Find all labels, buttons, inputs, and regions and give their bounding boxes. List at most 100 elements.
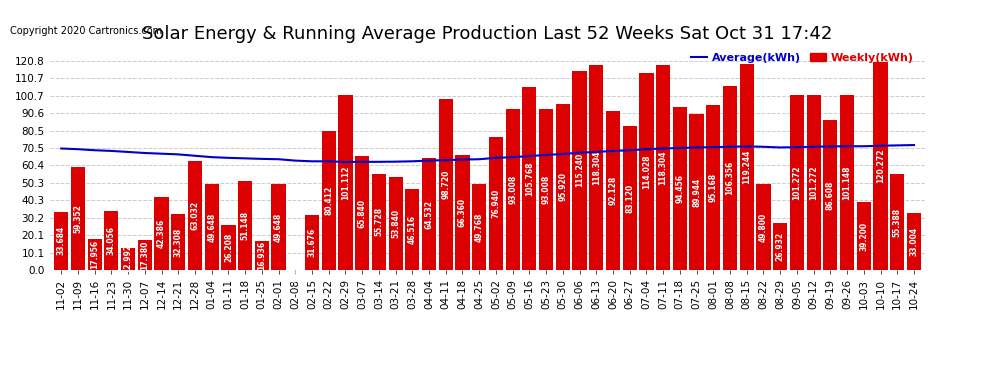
Bar: [907, 213, 921, 270]
Bar: [422, 158, 437, 270]
Bar: [372, 174, 386, 270]
Text: 63.032: 63.032: [190, 201, 199, 230]
Text: 64.532: 64.532: [425, 200, 434, 229]
Text: 120.272: 120.272: [876, 148, 885, 183]
Text: 17.956: 17.956: [90, 240, 99, 269]
Bar: [439, 99, 452, 270]
Text: 49.648: 49.648: [207, 212, 216, 242]
Text: 101.112: 101.112: [341, 165, 349, 200]
Bar: [840, 95, 854, 270]
Text: 101.148: 101.148: [842, 165, 851, 200]
Bar: [873, 62, 888, 270]
Bar: [271, 184, 286, 270]
Bar: [104, 211, 119, 270]
Text: 12.992: 12.992: [124, 244, 133, 273]
Text: 101.272: 101.272: [809, 165, 818, 200]
Text: 95.920: 95.920: [558, 172, 567, 201]
Text: 32.308: 32.308: [174, 227, 183, 256]
Text: 26.932: 26.932: [776, 232, 785, 261]
Bar: [388, 177, 403, 270]
Bar: [890, 174, 904, 270]
Bar: [572, 70, 587, 270]
Text: 98.720: 98.720: [442, 170, 450, 199]
Text: 33.684: 33.684: [56, 226, 65, 255]
Text: 39.200: 39.200: [859, 222, 868, 251]
Text: 33.004: 33.004: [910, 227, 919, 256]
Text: 65.840: 65.840: [357, 198, 366, 228]
Bar: [706, 105, 721, 270]
Bar: [539, 109, 553, 270]
Bar: [205, 184, 219, 270]
Bar: [606, 111, 620, 270]
Text: 34.056: 34.056: [107, 226, 116, 255]
Bar: [87, 239, 102, 270]
Bar: [222, 225, 236, 270]
Bar: [807, 95, 821, 270]
Text: 66.360: 66.360: [458, 198, 467, 227]
Text: 59.352: 59.352: [73, 204, 82, 233]
Text: 76.940: 76.940: [491, 189, 500, 218]
Bar: [339, 95, 352, 270]
Bar: [673, 106, 687, 270]
Text: 80.412: 80.412: [325, 186, 334, 215]
Bar: [824, 120, 838, 270]
Text: 83.120: 83.120: [626, 183, 635, 213]
Text: 89.944: 89.944: [692, 177, 701, 207]
Bar: [640, 73, 653, 270]
Bar: [322, 131, 336, 270]
Text: 93.008: 93.008: [542, 175, 550, 204]
Text: 55.728: 55.728: [374, 207, 383, 236]
Text: 31.676: 31.676: [308, 228, 317, 257]
Text: 114.028: 114.028: [642, 154, 650, 189]
Text: Copyright 2020 Cartronics.com: Copyright 2020 Cartronics.com: [10, 26, 162, 36]
Bar: [623, 126, 637, 270]
Text: 26.208: 26.208: [224, 233, 233, 262]
Bar: [254, 241, 269, 270]
Text: 49.800: 49.800: [759, 212, 768, 242]
Text: 119.244: 119.244: [742, 150, 751, 184]
Text: 51.148: 51.148: [241, 211, 249, 240]
Text: 86.608: 86.608: [826, 180, 835, 210]
Bar: [773, 224, 787, 270]
Text: 55.388: 55.388: [893, 207, 902, 237]
Text: 105.768: 105.768: [525, 161, 534, 196]
Bar: [154, 196, 168, 270]
Text: 0.096: 0.096: [291, 258, 300, 282]
Bar: [589, 65, 603, 270]
Bar: [740, 64, 753, 270]
Text: 101.272: 101.272: [792, 165, 801, 200]
Text: 94.456: 94.456: [675, 174, 684, 203]
Text: 118.304: 118.304: [658, 150, 667, 185]
Bar: [71, 167, 85, 270]
Bar: [305, 215, 319, 270]
Text: 53.840: 53.840: [391, 209, 400, 238]
Bar: [188, 161, 202, 270]
Bar: [790, 95, 804, 270]
Bar: [171, 214, 185, 270]
Bar: [121, 248, 136, 270]
Text: 92.128: 92.128: [609, 176, 618, 205]
Bar: [138, 240, 151, 270]
Text: 17.380: 17.380: [141, 240, 149, 270]
Text: 42.386: 42.386: [157, 219, 166, 248]
Bar: [472, 184, 486, 270]
Bar: [689, 114, 704, 270]
Text: 49.768: 49.768: [475, 212, 484, 242]
Bar: [54, 212, 68, 270]
Bar: [506, 109, 520, 270]
Title: Solar Energy & Running Average Production Last 52 Weeks Sat Oct 31 17:42: Solar Energy & Running Average Productio…: [143, 26, 833, 44]
Text: 46.516: 46.516: [408, 215, 417, 244]
Bar: [523, 87, 537, 270]
Bar: [355, 156, 369, 270]
Bar: [455, 155, 469, 270]
Text: 115.240: 115.240: [575, 153, 584, 188]
Bar: [856, 202, 871, 270]
Text: 106.356: 106.356: [726, 161, 735, 195]
Bar: [489, 137, 503, 270]
Bar: [756, 184, 770, 270]
Legend: Average(kWh), Weekly(kWh): Average(kWh), Weekly(kWh): [686, 48, 919, 67]
Text: 16.936: 16.936: [257, 241, 266, 270]
Bar: [238, 182, 252, 270]
Bar: [723, 86, 738, 270]
Bar: [555, 104, 570, 270]
